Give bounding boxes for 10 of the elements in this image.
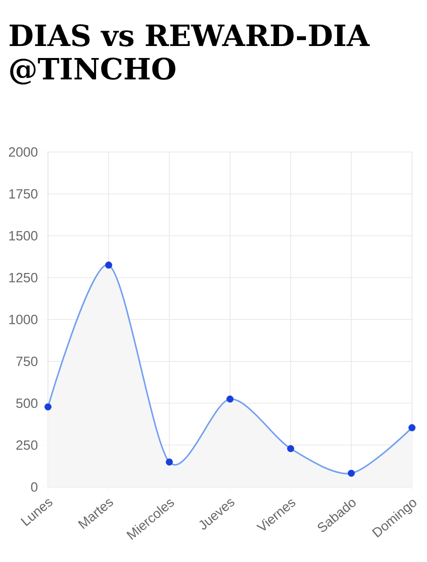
y-tick-label: 0 — [31, 482, 38, 492]
y-tick-label: 1750 — [9, 189, 38, 199]
chart-title: DIAS vs REWARD-DIA @TINCHO — [10, 24, 370, 84]
y-tick-label: 1250 — [9, 272, 38, 282]
y-tick-label: 750 — [16, 356, 38, 366]
y-tick-label: 500 — [16, 398, 38, 408]
y-tick-label: 1500 — [9, 231, 38, 240]
y-tick-label: 1000 — [9, 314, 38, 324]
y-tick-label: 2000 — [8, 147, 38, 157]
y-tick-label: 250 — [16, 440, 38, 450]
